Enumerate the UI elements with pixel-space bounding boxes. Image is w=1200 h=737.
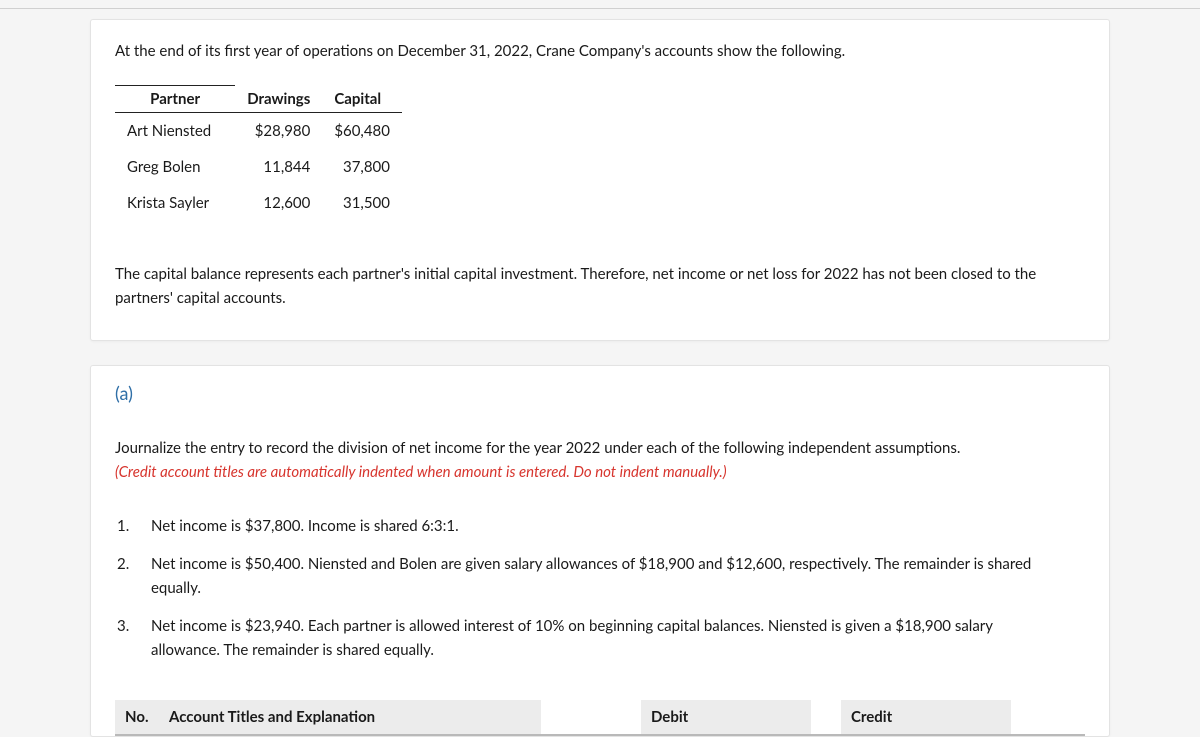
partner-name: Art Niensted bbox=[115, 113, 235, 150]
intro-text: At the end of its first year of operatio… bbox=[115, 40, 1085, 63]
list-item: 2. Net income is $50,400. Niensted and B… bbox=[109, 552, 1091, 600]
partner-capital: $60,480 bbox=[322, 113, 402, 150]
partner-drawings: 11,844 bbox=[235, 149, 322, 185]
je-col-debit: Debit bbox=[641, 700, 811, 734]
instruction-hint: (Credit account titles are automatically… bbox=[115, 463, 727, 481]
item-text: Net income is $37,800. Income is shared … bbox=[151, 514, 1091, 538]
table-row: Krista Sayler 12,600 31,500 bbox=[115, 185, 402, 221]
partner-capital: 31,500 bbox=[322, 185, 402, 221]
item-number: 2. bbox=[109, 552, 151, 576]
instruction-main: Journalize the entry to record the divis… bbox=[115, 439, 960, 457]
capital-note: The capital balance represents each part… bbox=[115, 263, 1085, 310]
instruction-block: Journalize the entry to record the divis… bbox=[109, 408, 1091, 484]
question-panel-a: (a) Journalize the entry to record the d… bbox=[90, 365, 1110, 737]
partner-drawings: $28,980 bbox=[235, 113, 322, 150]
partner-capital: 37,800 bbox=[322, 149, 402, 185]
partner-table: Partner Drawings Capital Art Niensted $2… bbox=[115, 85, 402, 221]
list-item: 3. Net income is $23,940. Each partner i… bbox=[109, 614, 1091, 662]
table-row: Greg Bolen 11,844 37,800 bbox=[115, 149, 402, 185]
je-col-no: No. bbox=[115, 700, 159, 734]
journal-entry-header: No. Account Titles and Explanation Debit… bbox=[115, 700, 1085, 736]
item-text: Net income is $23,940. Each partner is a… bbox=[151, 614, 1091, 662]
col-capital: Capital bbox=[322, 86, 402, 113]
assumptions-list: 1. Net income is $37,800. Income is shar… bbox=[109, 514, 1091, 662]
item-text: Net income is $50,400. Niensted and Bole… bbox=[151, 552, 1091, 600]
je-col-credit: Credit bbox=[841, 700, 1011, 734]
list-item: 1. Net income is $37,800. Income is shar… bbox=[109, 514, 1091, 538]
item-number: 1. bbox=[109, 514, 151, 538]
part-label: (a) bbox=[109, 366, 1091, 408]
question-panel-top: At the end of its first year of operatio… bbox=[90, 19, 1110, 341]
table-row: Art Niensted $28,980 $60,480 bbox=[115, 113, 402, 150]
col-partner: Partner bbox=[115, 86, 235, 113]
partner-name: Greg Bolen bbox=[115, 149, 235, 185]
table-header-row: Partner Drawings Capital bbox=[115, 86, 402, 113]
je-col-title: Account Titles and Explanation bbox=[159, 700, 541, 734]
page-root: At the end of its first year of operatio… bbox=[0, 8, 1200, 737]
partner-drawings: 12,600 bbox=[235, 185, 322, 221]
item-number: 3. bbox=[109, 614, 151, 638]
partner-name: Krista Sayler bbox=[115, 185, 235, 221]
col-drawings: Drawings bbox=[235, 86, 322, 113]
